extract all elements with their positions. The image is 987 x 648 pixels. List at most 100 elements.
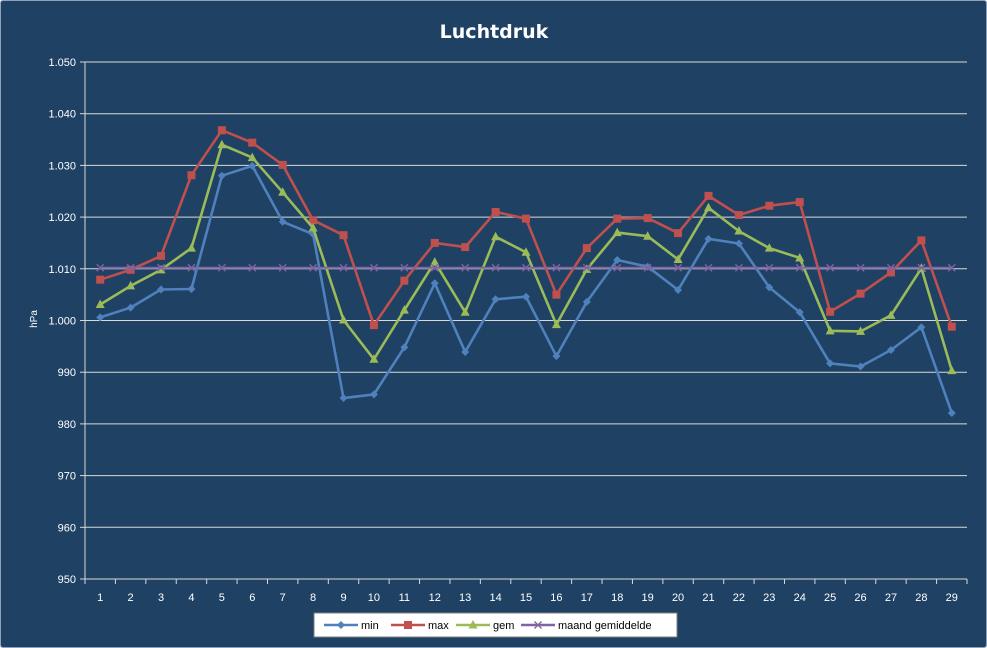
y-tick-label: 1.030 <box>48 160 76 172</box>
data-point-max <box>400 276 409 285</box>
data-point-maand-gemiddelde <box>522 263 530 272</box>
y-tick-label: 1.010 <box>48 264 76 276</box>
data-point-maand-gemiddelde <box>582 263 591 272</box>
data-point-maand-gemiddelde <box>339 263 348 272</box>
x-marker-stroke <box>643 263 652 272</box>
data-point-min <box>674 285 683 294</box>
data-point-max <box>278 160 287 169</box>
data-point-gem <box>703 202 713 212</box>
data-point-gem <box>856 326 866 335</box>
data-point-min <box>461 348 470 357</box>
data-point-gem <box>612 227 622 237</box>
data-point-max <box>582 244 591 253</box>
data-point-min <box>917 323 926 332</box>
axes: 950 960 970 980 990 1.000 1.010 1.020 1.030 1.040… <box>48 57 968 604</box>
legend-swatch-marker <box>468 620 478 629</box>
x-marker-stroke <box>309 263 318 272</box>
x-tick-label: 18 <box>611 592 623 604</box>
x-marker-stroke <box>217 263 226 272</box>
data-point-gem <box>947 365 957 375</box>
x-tick-label: 24 <box>794 592 806 604</box>
data-point-max <box>309 216 318 225</box>
data-point-max <box>248 138 257 147</box>
data-point-min <box>795 308 804 317</box>
data-point-min <box>582 297 591 306</box>
data-point-max <box>461 243 470 252</box>
x-tick-label: 16 <box>550 592 562 604</box>
data-point-maand-gemiddelde <box>643 263 652 272</box>
legend-box <box>313 612 678 638</box>
data-point-gem <box>825 325 835 335</box>
legend-item-maand-gemiddelde: maand gemiddelde <box>521 620 652 632</box>
data-point-min <box>613 256 622 265</box>
data-point-maand-gemiddelde <box>826 263 835 272</box>
series-min <box>96 161 956 418</box>
data-point-min <box>491 295 500 304</box>
data-point-maand-gemiddelde <box>157 263 165 272</box>
data-point-maand-gemiddelde <box>704 263 713 272</box>
x-marker-stroke <box>430 263 439 272</box>
x-tick-label: 25 <box>824 592 836 604</box>
data-point-maand-gemiddelde <box>400 263 409 272</box>
series-max <box>96 126 956 331</box>
x-marker-stroke <box>126 263 135 272</box>
x-marker-stroke <box>613 263 622 272</box>
data-point-min <box>704 234 713 243</box>
x-tick-label: 11 <box>399 592 410 604</box>
data-point-max <box>765 201 774 210</box>
data-point-maand-gemiddelde <box>674 263 683 272</box>
data-point-gem <box>95 299 105 308</box>
x-tick-label: 17 <box>581 592 593 604</box>
data-point-max <box>704 191 713 200</box>
x-tick-label: 21 <box>702 592 714 604</box>
data-point-maand-gemiddelde <box>917 263 926 272</box>
x-tick-label: 14 <box>489 592 501 604</box>
data-point-min <box>248 161 257 170</box>
legend-label: maand gemiddelde <box>558 620 652 632</box>
x-tick-label: 5 <box>219 592 225 604</box>
y-tick-label: 1.020 <box>48 212 76 224</box>
data-point-max <box>430 238 439 247</box>
data-point-maand-gemiddelde <box>126 263 135 272</box>
data-point-gem <box>673 254 683 263</box>
data-point-max <box>187 171 196 180</box>
data-point-max <box>947 322 956 331</box>
x-marker-stroke <box>534 621 542 629</box>
data-point-maand-gemiddelde <box>887 263 895 272</box>
data-point-maand-gemiddelde <box>309 263 318 272</box>
x-marker-stroke <box>339 263 348 272</box>
data-point-min <box>339 394 348 403</box>
legend-swatch-marker <box>534 621 542 629</box>
data-point-max <box>369 321 378 330</box>
x-tick-label: 15 <box>520 592 532 604</box>
data-point-maand-gemiddelde <box>856 263 865 272</box>
data-point-maand-gemiddelde <box>96 263 105 272</box>
y-tick-label: 990 <box>58 367 76 379</box>
y-axis-label: hPa <box>29 310 40 328</box>
x-marker-stroke <box>157 263 165 272</box>
data-point-gem <box>764 243 774 252</box>
data-point-maand-gemiddelde <box>369 263 378 272</box>
x-tick-label: 1 <box>97 592 103 604</box>
data-point-min <box>217 171 226 180</box>
data-point-max <box>552 290 561 299</box>
x-tick-label: 7 <box>280 592 286 604</box>
x-tick-label: 29 <box>946 592 958 604</box>
data-point-gem <box>247 152 257 162</box>
legend-label: max <box>428 620 449 632</box>
data-point-maand-gemiddelde <box>217 263 226 272</box>
data-point-gem <box>521 247 531 256</box>
data-point-gem <box>734 226 744 235</box>
x-marker-stroke <box>522 263 530 272</box>
data-point-maand-gemiddelde <box>430 263 439 272</box>
data-point-min <box>430 279 439 288</box>
x-tick-label: 4 <box>188 592 194 604</box>
data-point-min <box>400 343 409 352</box>
x-tick-label: 28 <box>915 592 927 604</box>
x-tick-label: 10 <box>368 592 380 604</box>
legend-swatch-marker <box>337 621 345 629</box>
x-tick-label: 13 <box>459 592 471 604</box>
data-point-gem <box>643 231 653 240</box>
x-marker-stroke <box>856 263 865 272</box>
